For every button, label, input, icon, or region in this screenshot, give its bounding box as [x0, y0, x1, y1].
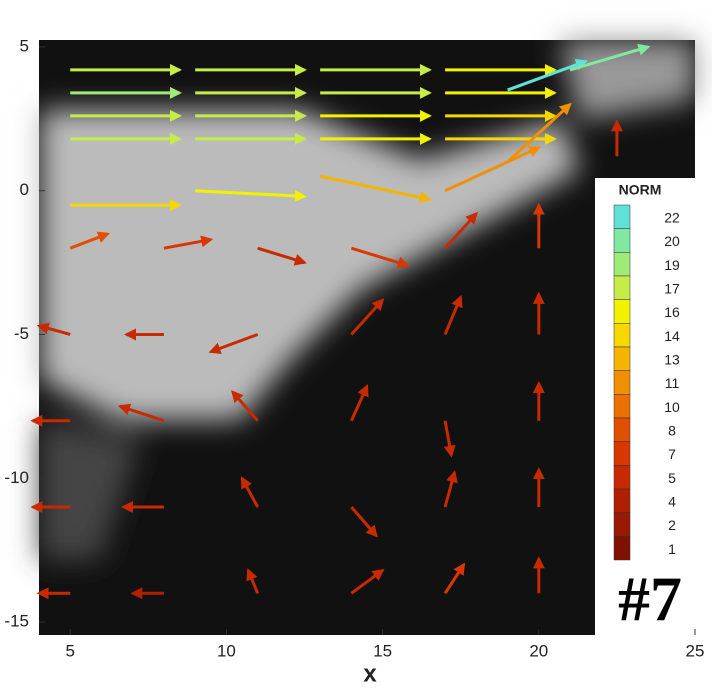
vector-arrow [231, 390, 259, 422]
colorbar-label: 1 [668, 541, 676, 557]
x-tick-label: 5 [66, 641, 75, 660]
vector-arrow [350, 246, 410, 269]
vector-arrow [350, 568, 385, 595]
vector-arrow [195, 189, 307, 202]
colorbar-label: 22 [664, 210, 680, 226]
vector-arrow [443, 294, 463, 336]
colorbar-swatch [613, 252, 631, 277]
x-tick-label: 25 [686, 641, 705, 660]
colorbar-swatch [613, 299, 631, 324]
colorbar-label: 13 [664, 352, 680, 368]
vector-arrow [257, 246, 307, 266]
colorbar-swatch [613, 204, 631, 229]
colorbar-label: 5 [668, 470, 676, 486]
colorbar-swatch [613, 441, 631, 466]
vector-arrow [69, 231, 110, 250]
colorbar-label: 14 [664, 328, 680, 344]
colorbar-label: 2 [668, 517, 676, 533]
vector-arrow [569, 43, 651, 72]
vector-arrow [506, 102, 572, 164]
colorbar-label: 7 [668, 446, 676, 462]
vector-arrow [444, 146, 541, 193]
colorbar-swatch [613, 488, 631, 513]
colorbar-label: 10 [664, 399, 680, 415]
colorbar-swatch [613, 370, 631, 395]
colorbar-swatch [613, 275, 631, 300]
panel-label: #7 [618, 564, 682, 635]
vector-arrow [240, 476, 259, 508]
vector-arrow [350, 384, 369, 422]
x-tick-label: 20 [529, 641, 548, 660]
colorbar-swatch [613, 394, 631, 419]
y-tick-label: 5 [20, 36, 29, 55]
colorbar-swatch [613, 228, 631, 253]
colorbar-box [595, 178, 695, 635]
colorbar-swatch [613, 417, 631, 442]
colorbar-label: 20 [664, 233, 680, 249]
colorbar-label: 19 [664, 257, 680, 273]
colorbar-title: NORM [619, 182, 662, 198]
colorbar-swatch [613, 323, 631, 348]
x-axis-label: x [363, 660, 377, 685]
vector-arrow [117, 403, 165, 423]
colorbar-swatch [613, 465, 631, 490]
vector-arrow [443, 562, 466, 595]
vector-arrow [350, 298, 385, 336]
background-image [40, 40, 695, 560]
vector-arrow [350, 506, 378, 538]
y-tick-label: -15 [4, 612, 29, 631]
vector-arrow [163, 235, 214, 250]
y-tick-label: 0 [20, 180, 29, 199]
x-tick-label: 15 [373, 641, 392, 660]
vector-arrow [246, 568, 260, 594]
colorbar-label: 11 [665, 375, 680, 391]
colorbar-label: 8 [668, 423, 676, 439]
y-tick-label: -10 [4, 468, 29, 487]
vector-arrow [443, 420, 456, 458]
x-tick-label: 10 [217, 641, 236, 660]
vector-arrow [36, 322, 71, 336]
colorbar-swatch [613, 346, 631, 371]
vector-arrow [319, 174, 432, 204]
colorbar-label: 17 [664, 281, 680, 297]
y-tick-label: -5 [14, 324, 29, 343]
vector-arrow [443, 211, 478, 250]
colorbar-label: 4 [668, 494, 676, 510]
vector-arrow [443, 470, 458, 508]
vector-arrow [507, 58, 588, 92]
vector-arrow [208, 333, 259, 355]
colorbar-swatch [613, 536, 631, 561]
colorbar-swatch [613, 512, 631, 537]
colorbar-label: 16 [664, 304, 680, 320]
